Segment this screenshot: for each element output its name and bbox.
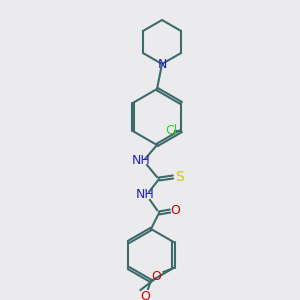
Text: O: O — [170, 205, 180, 218]
Text: N: N — [157, 58, 167, 70]
Text: O: O — [152, 269, 161, 283]
Text: NH: NH — [136, 188, 154, 202]
Text: S: S — [175, 170, 183, 184]
Text: O: O — [140, 290, 150, 300]
Text: NH: NH — [132, 154, 150, 167]
Text: Cl: Cl — [165, 124, 177, 137]
